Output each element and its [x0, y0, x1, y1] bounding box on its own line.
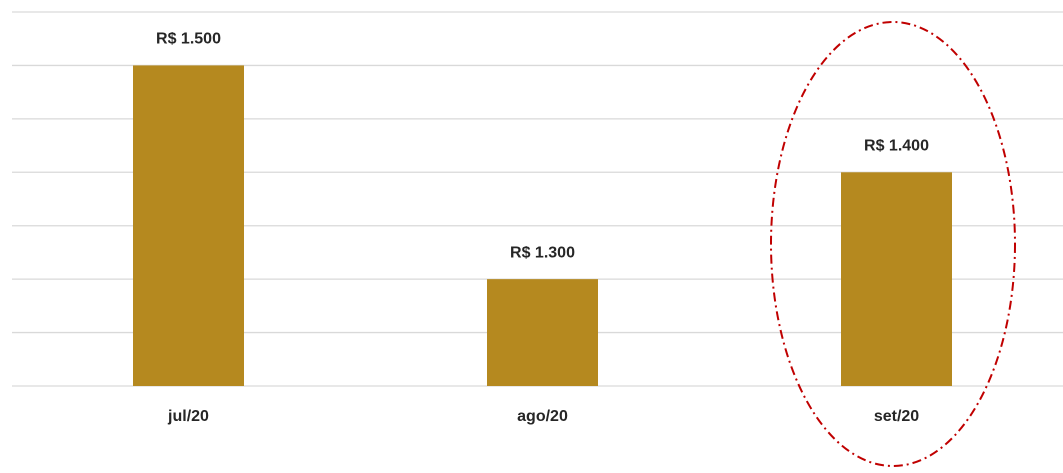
- x-tick-label: ago/20: [517, 408, 568, 425]
- data-label: R$ 1.400: [864, 138, 929, 155]
- bar: [841, 172, 952, 386]
- data-label: R$ 1.300: [510, 244, 575, 261]
- data-label: R$ 1.500: [156, 31, 221, 48]
- x-tick-label: jul/20: [167, 408, 209, 425]
- x-tick-label: set/20: [874, 408, 919, 425]
- bar: [133, 65, 244, 386]
- bar: [487, 279, 598, 386]
- highlight-ellipse: [770, 21, 1016, 467]
